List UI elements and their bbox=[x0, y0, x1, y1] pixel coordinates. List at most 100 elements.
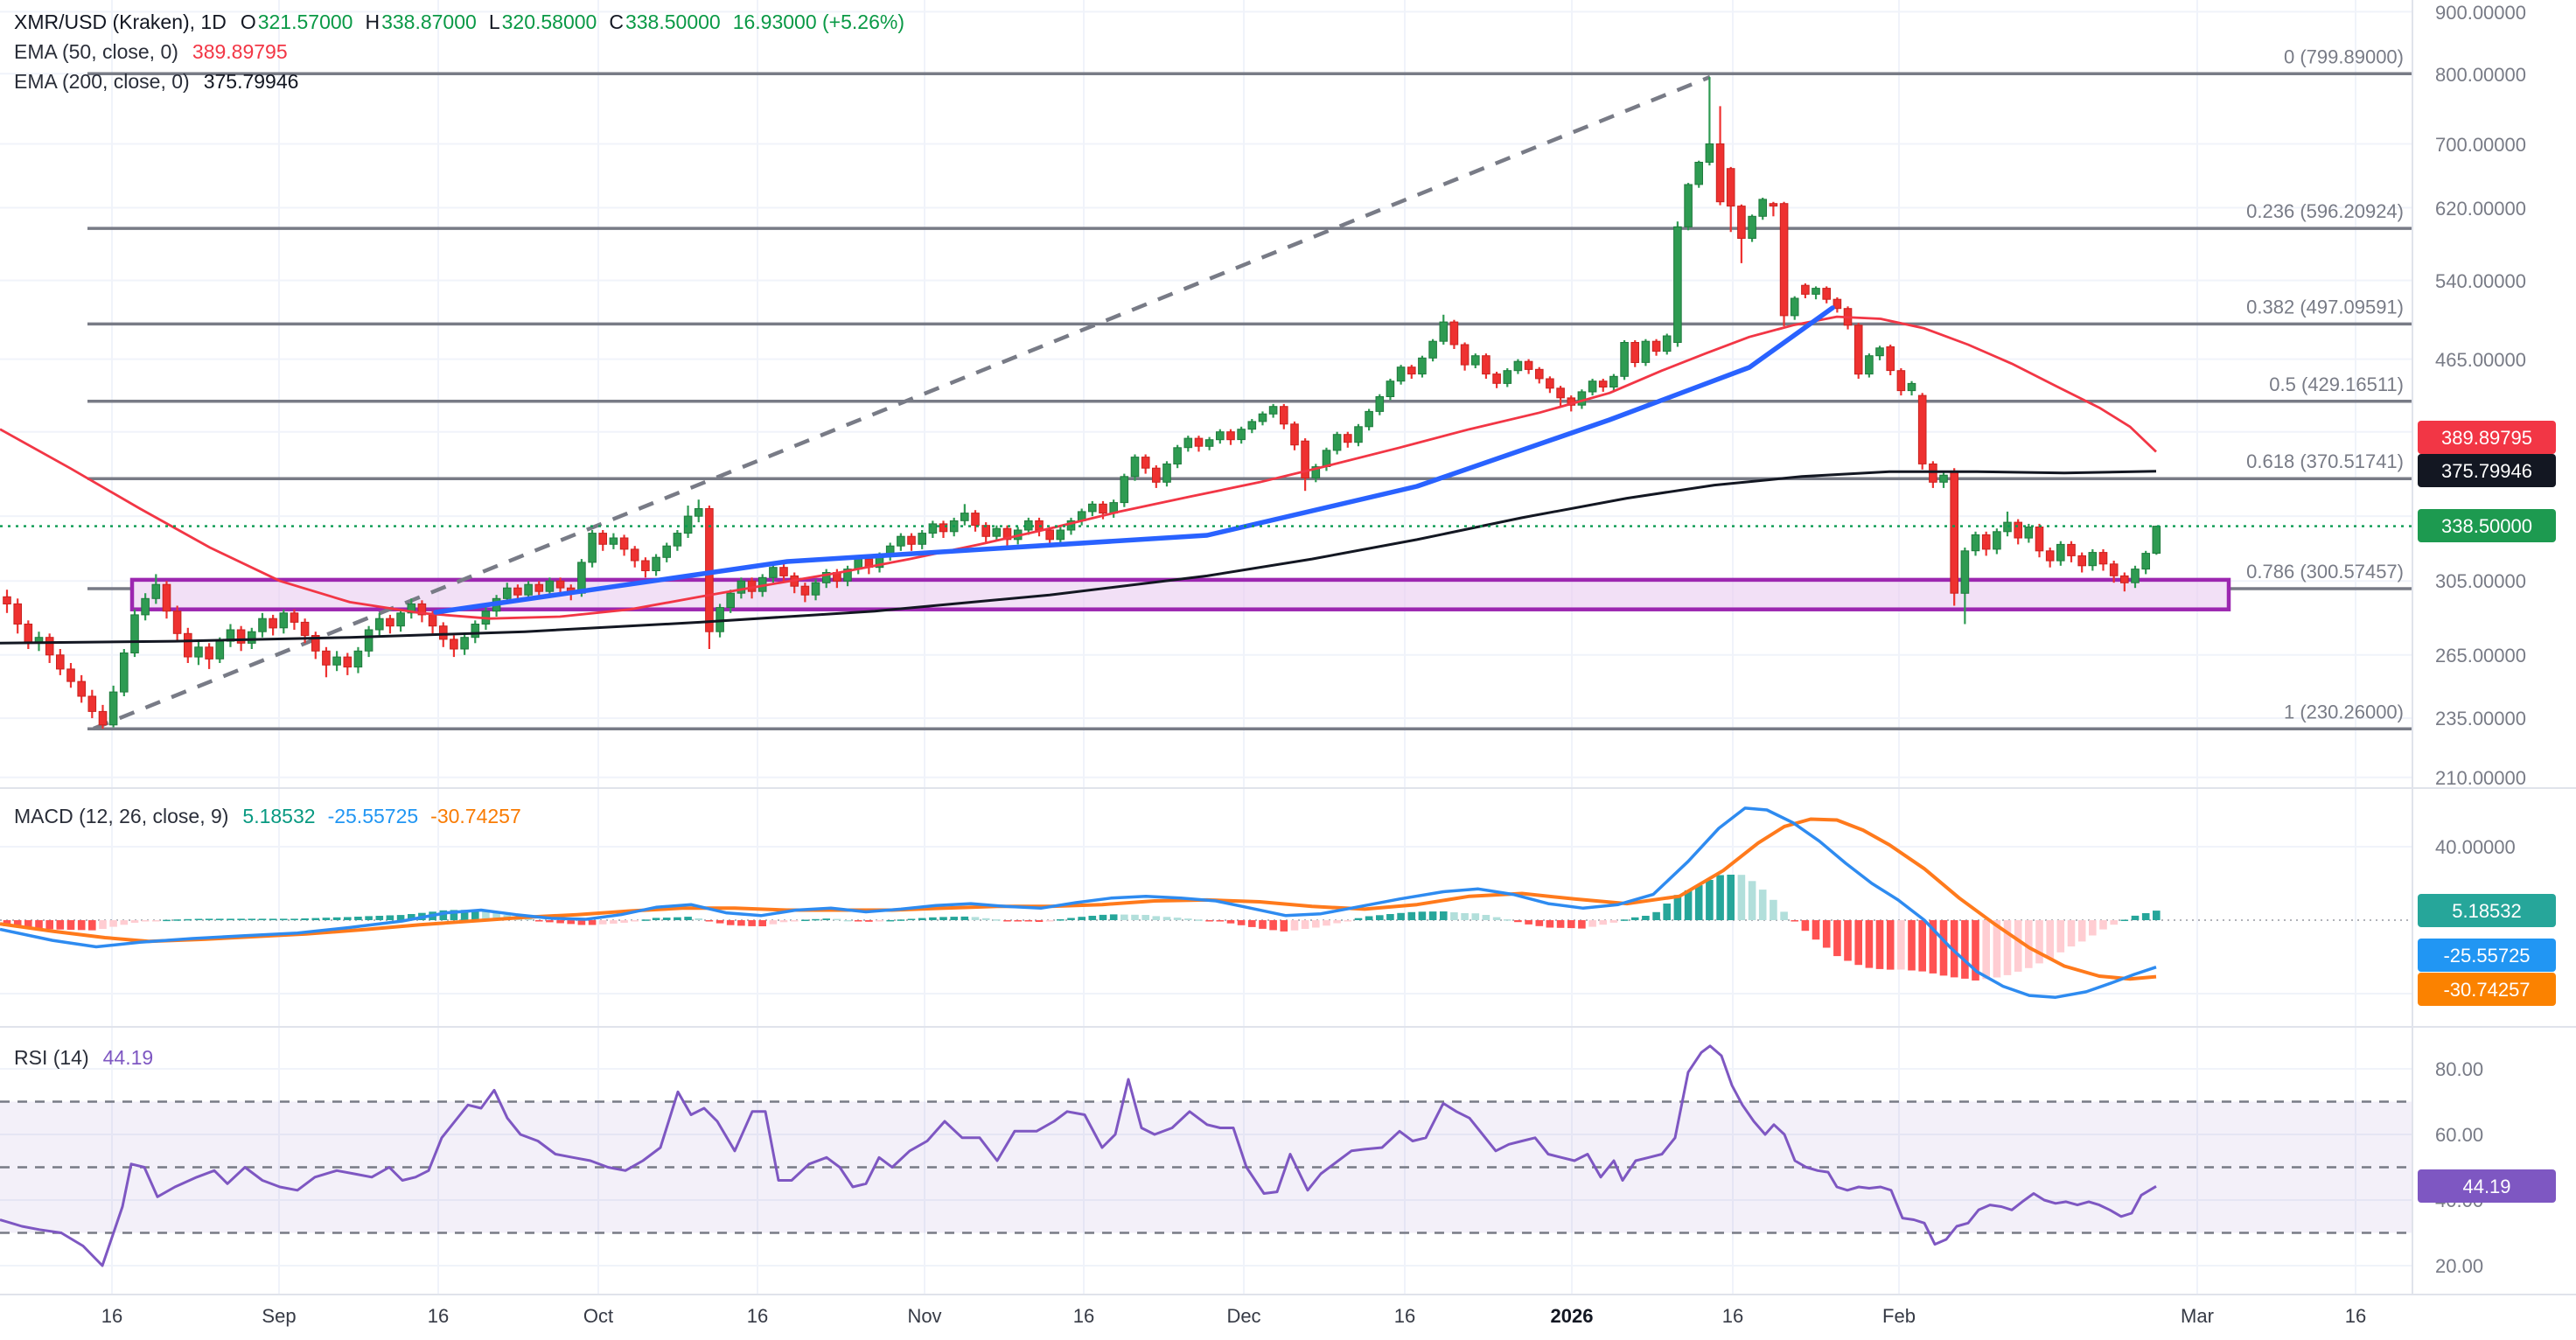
macd-histogram-bar bbox=[865, 920, 873, 922]
macd-histogram-bar bbox=[1737, 875, 1746, 920]
macd-histogram-bar bbox=[1844, 920, 1852, 961]
macd-histogram-bar bbox=[1535, 920, 1544, 926]
candle-body bbox=[2045, 550, 2055, 562]
macd-histogram-bar bbox=[1514, 920, 1522, 923]
candle-body bbox=[194, 646, 203, 658]
macd-histogram-bar bbox=[705, 920, 714, 922]
macd-histogram-bar bbox=[66, 920, 75, 930]
candle-body bbox=[77, 680, 87, 697]
candle-body bbox=[769, 567, 778, 578]
price-pane-surface[interactable] bbox=[0, 0, 2412, 788]
macd-histogram-bar bbox=[2120, 919, 2129, 921]
time-label: Nov bbox=[907, 1305, 941, 1327]
candle-body bbox=[2141, 553, 2150, 570]
ema200-legend-row[interactable]: EMA (200, close, 0) 375.79946 bbox=[14, 70, 904, 100]
macd-histogram-bar bbox=[152, 920, 160, 922]
ema50-price-badge-bg bbox=[2418, 421, 2556, 454]
rsi-pane bbox=[0, 1044, 2412, 1267]
rsi-pane-surface[interactable] bbox=[0, 1027, 2412, 1295]
candle-body bbox=[1365, 410, 1373, 428]
macd-histogram-bar bbox=[1780, 911, 1788, 920]
candle-body bbox=[779, 567, 788, 576]
candle-body bbox=[1268, 406, 1278, 415]
macd-histogram-bar bbox=[1620, 919, 1629, 921]
macd-histogram-bar bbox=[2131, 915, 2140, 920]
fib-label: 0.786 (300.57457) bbox=[2246, 561, 2404, 583]
macd-histogram-bar bbox=[1758, 890, 1767, 920]
candle-body bbox=[2024, 527, 2034, 539]
ema200-label: EMA (200, close, 0) bbox=[14, 70, 190, 93]
rsi-tick-label: 60.00 bbox=[2435, 1124, 2483, 1146]
candle-body bbox=[130, 614, 139, 654]
macd-histogram-bar bbox=[716, 920, 724, 924]
candle-body bbox=[386, 618, 394, 627]
rsi-legend-row[interactable]: RSI (14) 44.19 bbox=[14, 1046, 153, 1076]
macd-histogram-bar bbox=[1450, 912, 1458, 920]
candle-body bbox=[1141, 457, 1150, 469]
candle-body bbox=[1939, 474, 1948, 483]
support-zone-box bbox=[129, 577, 2231, 611]
candle-body bbox=[1875, 347, 1884, 357]
macd-histogram-bar bbox=[1269, 920, 1277, 931]
macd-histogram-bar bbox=[344, 917, 352, 920]
candle-body bbox=[1641, 340, 1651, 363]
price-tick-label: 235.00000 bbox=[2435, 708, 2526, 729]
macd-histogram-bar bbox=[332, 917, 341, 920]
macd-histogram-bar bbox=[1727, 875, 1735, 920]
candle-body bbox=[322, 650, 331, 666]
fib-label: 0.236 (596.20924) bbox=[2246, 200, 2404, 222]
candle-body bbox=[87, 695, 97, 712]
macd-line-badge-bg bbox=[2418, 939, 2556, 972]
macd-histogram-bar bbox=[322, 918, 331, 920]
macd-histogram-bar bbox=[1694, 885, 1703, 920]
candle-body bbox=[1865, 355, 1874, 375]
blue-trendline bbox=[433, 305, 1835, 615]
time-scale[interactable]: 16 Sep 16 Oct 16 Nov 16 Dec 16 2026 16 Feb Mar 16 bbox=[101, 1305, 2366, 1327]
macd-histogram-bar bbox=[610, 920, 618, 924]
candle-body bbox=[1620, 342, 1629, 377]
macd-histogram-bar bbox=[2099, 920, 2107, 930]
macd-histogram-bar bbox=[311, 918, 320, 920]
last-price-badge: 338.50000 bbox=[2441, 515, 2532, 537]
macd-histogram-bar bbox=[1822, 920, 1831, 948]
ema50-label: EMA (50, close, 0) bbox=[14, 40, 178, 63]
macd-histogram-bar bbox=[758, 920, 766, 926]
macd-tick-label: 40.00000 bbox=[2435, 836, 2516, 858]
macd-histogram-bar bbox=[354, 917, 362, 920]
macd-histogram-bar bbox=[163, 919, 171, 922]
macd-histogram-bar bbox=[1078, 917, 1086, 920]
macd-histogram-bar bbox=[396, 915, 405, 920]
macd-histogram-bar bbox=[1067, 918, 1075, 920]
symbol-row[interactable]: XMR/USD (Kraken), 1D O 321.57000 H 338.8… bbox=[14, 10, 904, 40]
macd-histogram-bar bbox=[2089, 920, 2097, 936]
macd-histogram-bar bbox=[939, 917, 947, 920]
macd-legend-row[interactable]: MACD (12, 26, close, 9) 5.18532 -25.5572… bbox=[14, 805, 521, 834]
macd-histogram-bar bbox=[620, 920, 628, 923]
macd-histogram-bar bbox=[1673, 895, 1682, 920]
candle-body bbox=[13, 603, 22, 625]
price-scale[interactable]: 900.00000 800.00000 700.00000 620.00000 540.… bbox=[2418, 2, 2556, 1277]
macd-histogram-bar bbox=[1875, 920, 1884, 969]
macd-histogram-bar bbox=[1386, 914, 1394, 920]
ema50-legend-row[interactable]: EMA (50, close, 0) 389.89795 bbox=[14, 40, 904, 70]
ohlc-high-key: H bbox=[365, 10, 380, 33]
macd-histogram-bar bbox=[2035, 920, 2043, 964]
macd-histogram-bar bbox=[1525, 920, 1532, 925]
macd-histogram-bar bbox=[1982, 920, 1990, 980]
candle-body bbox=[1524, 360, 1533, 370]
price-tick-label: 700.00000 bbox=[2435, 134, 2526, 156]
candle-body bbox=[619, 537, 629, 550]
candle-body bbox=[215, 640, 225, 660]
macd-histogram-bar bbox=[1354, 918, 1363, 920]
macd-histogram-bar bbox=[737, 920, 745, 926]
candle-body bbox=[843, 569, 852, 582]
macd-histogram-bar bbox=[1546, 920, 1554, 928]
candle-body bbox=[396, 612, 405, 627]
candle-body bbox=[1130, 457, 1140, 478]
macd-histogram-bar bbox=[1162, 917, 1171, 920]
macd-histogram-bar bbox=[216, 918, 224, 920]
macd-pane-surface[interactable] bbox=[0, 788, 2412, 1027]
macd-histogram-bar bbox=[1014, 920, 1022, 922]
macd-histogram-bar bbox=[854, 920, 862, 922]
